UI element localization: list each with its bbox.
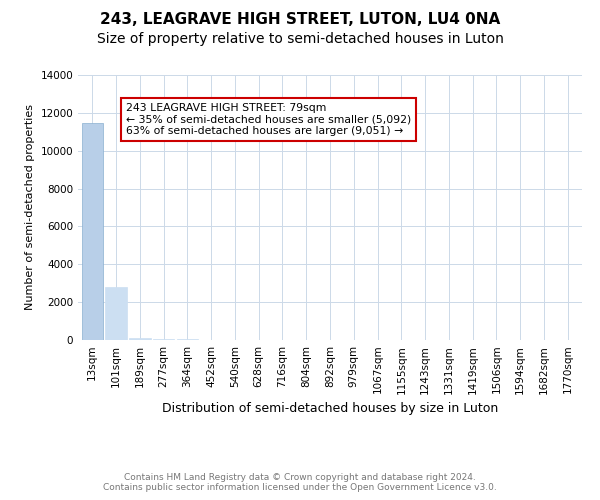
- Bar: [129, 338, 151, 340]
- X-axis label: Distribution of semi-detached houses by size in Luton: Distribution of semi-detached houses by …: [162, 402, 498, 415]
- Bar: [82, 124, 103, 340]
- Text: 243 LEAGRAVE HIGH STREET: 79sqm
← 35% of semi-detached houses are smaller (5,092: 243 LEAGRAVE HIGH STREET: 79sqm ← 35% of…: [126, 103, 411, 136]
- Bar: [153, 339, 174, 340]
- Text: 243, LEAGRAVE HIGH STREET, LUTON, LU4 0NA: 243, LEAGRAVE HIGH STREET, LUTON, LU4 0N…: [100, 12, 500, 28]
- Text: Size of property relative to semi-detached houses in Luton: Size of property relative to semi-detach…: [97, 32, 503, 46]
- Y-axis label: Number of semi-detached properties: Number of semi-detached properties: [25, 104, 35, 310]
- Bar: [106, 288, 127, 340]
- Text: Contains HM Land Registry data © Crown copyright and database right 2024.
Contai: Contains HM Land Registry data © Crown c…: [103, 473, 497, 492]
